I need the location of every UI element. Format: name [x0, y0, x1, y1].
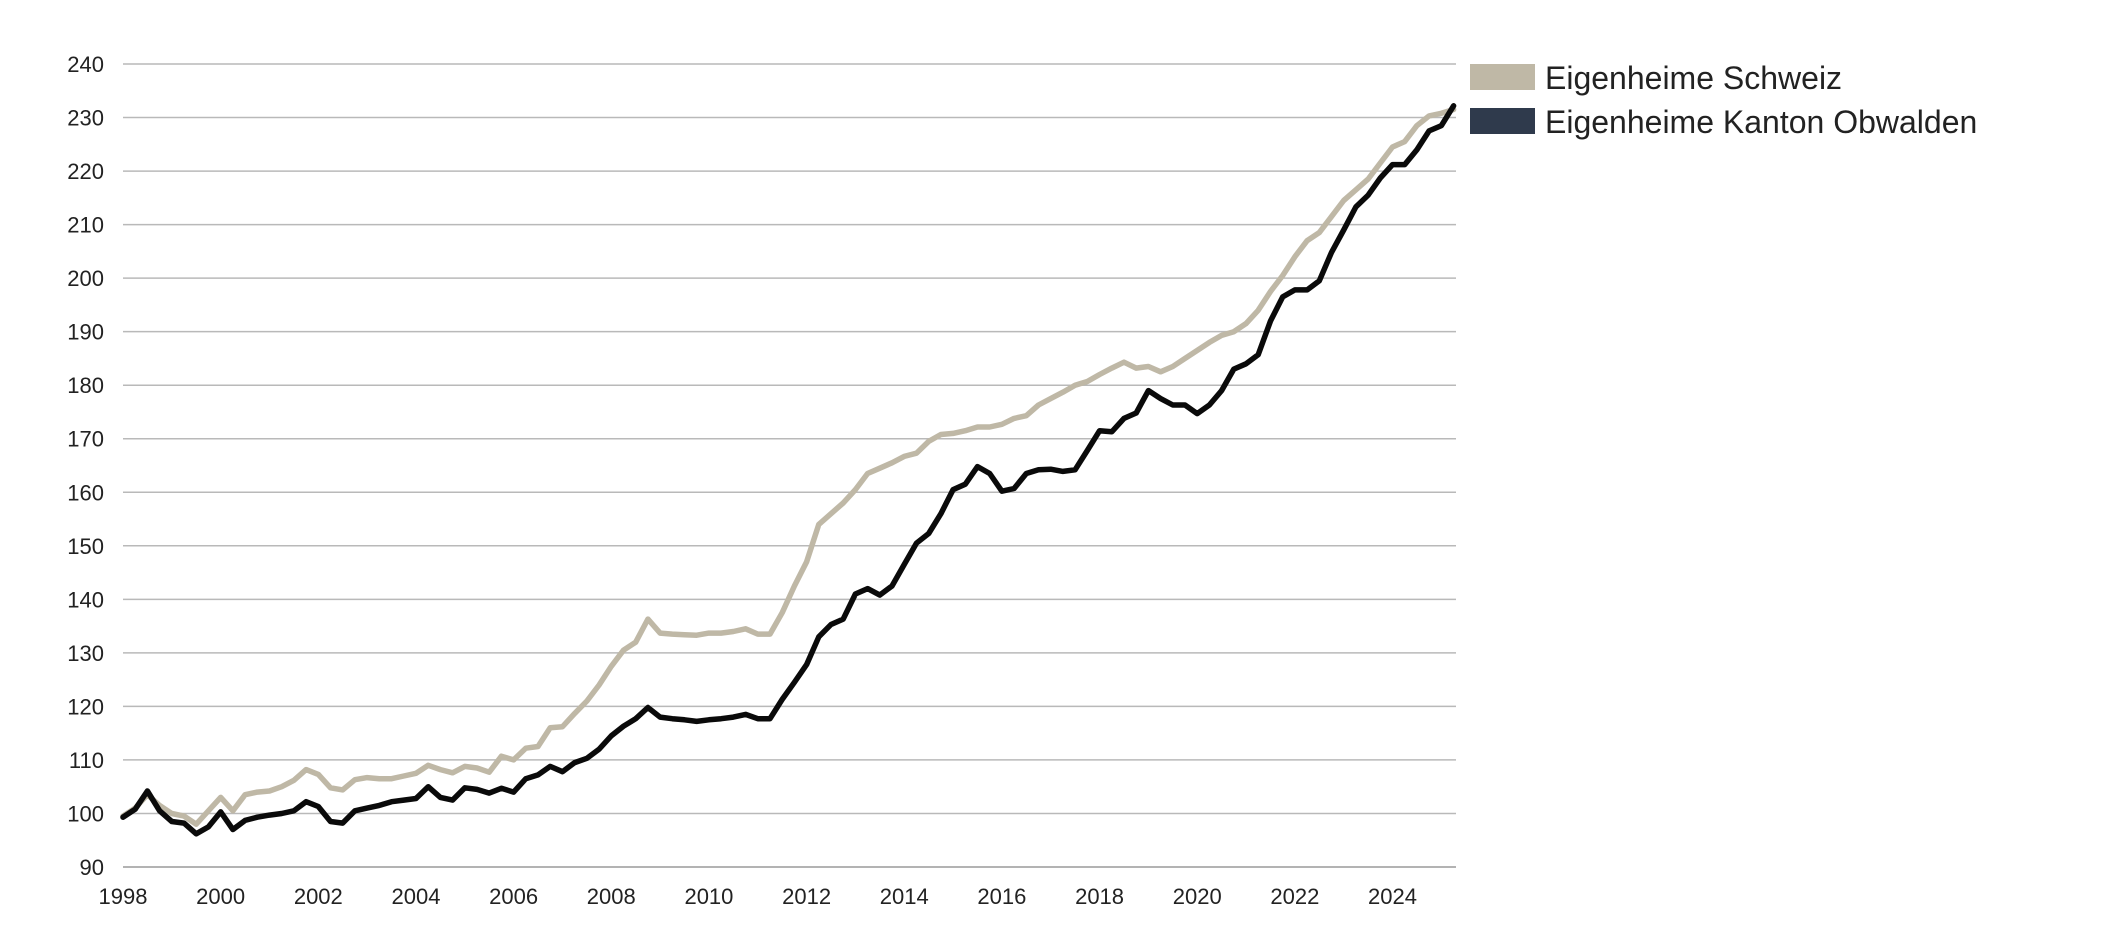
x-tick-label: 2014 — [880, 884, 929, 909]
x-tick-label: 2002 — [294, 884, 343, 909]
x-tick-label: 1998 — [99, 884, 148, 909]
x-tick-label: 2010 — [684, 884, 733, 909]
y-tick-label: 90 — [80, 855, 104, 880]
x-tick-label: 2006 — [489, 884, 538, 909]
x-axis-ticks: 1998 2000 2002 2004 2006 2008 2010 2012 2014 2016… — [99, 884, 1417, 909]
x-tick-label: 2022 — [1270, 884, 1319, 909]
y-tick-label: 130 — [67, 641, 104, 666]
legend-label: Eigenheime Kanton Obwalden — [1545, 104, 1977, 140]
legend-swatch — [1470, 108, 1535, 134]
y-axis-ticks: 90 100 110 120 130 140 150 160 170 180 190 200 210 22… — [67, 52, 104, 880]
legend: Eigenheime Schweiz Eigenheime Kanton Obwa… — [1470, 60, 1977, 140]
legend-item-obwalden: Eigenheime Kanton Obwalden — [1470, 104, 1977, 140]
y-tick-label: 180 — [67, 373, 104, 398]
y-tick-label: 150 — [67, 534, 104, 559]
series-line-schweiz — [120, 106, 1457, 827]
x-tick-label: 2018 — [1075, 884, 1124, 909]
y-tick-label: 190 — [67, 320, 104, 345]
series-line-obwalden — [120, 103, 1457, 837]
gridlines — [123, 63, 1456, 868]
y-tick-label: 220 — [67, 159, 104, 184]
series-lines — [120, 103, 1457, 837]
y-tick-label: 200 — [67, 266, 104, 291]
y-tick-label: 160 — [67, 480, 104, 505]
x-tick-label: 2016 — [977, 884, 1026, 909]
y-tick-label: 100 — [67, 801, 104, 826]
x-tick-label: 2000 — [196, 884, 245, 909]
y-tick-label: 240 — [67, 52, 104, 77]
x-tick-label: 2008 — [587, 884, 636, 909]
y-tick-label: 110 — [69, 748, 104, 773]
x-tick-label: 2024 — [1368, 884, 1417, 909]
y-tick-label: 210 — [67, 213, 104, 238]
legend-swatch — [1470, 64, 1535, 90]
legend-label: Eigenheime Schweiz — [1545, 60, 1842, 96]
y-tick-label: 140 — [67, 587, 104, 612]
y-tick-label: 170 — [67, 427, 104, 452]
x-tick-label: 2012 — [782, 884, 831, 909]
y-tick-label: 120 — [67, 694, 104, 719]
y-tick-label: 230 — [67, 106, 104, 131]
x-tick-label: 2004 — [391, 884, 440, 909]
x-tick-label: 2020 — [1173, 884, 1222, 909]
legend-item-schweiz: Eigenheime Schweiz — [1470, 60, 1842, 96]
